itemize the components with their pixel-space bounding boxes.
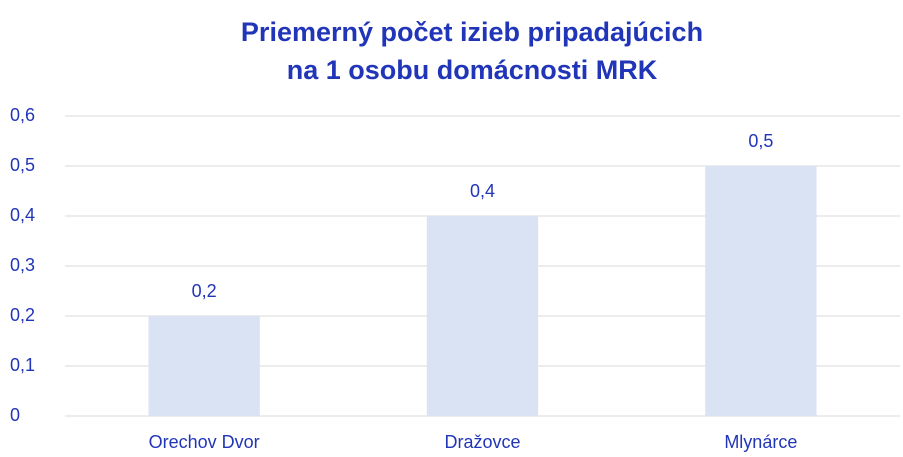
- y-tick-label: 0,3: [10, 255, 35, 275]
- bar: [426, 216, 539, 416]
- data-label: 0,5: [748, 131, 773, 151]
- y-tick-label: 0,2: [10, 305, 35, 325]
- x-tick-label: Orechov Dvor: [149, 432, 260, 452]
- y-tick-label: 0,6: [10, 105, 35, 125]
- data-label: 0,4: [470, 181, 495, 201]
- y-tick-label: 0,4: [10, 205, 35, 225]
- x-tick-label: Mlynárce: [724, 432, 797, 452]
- x-tick-label: Dražovce: [444, 432, 520, 452]
- y-tick-label: 0,1: [10, 355, 35, 375]
- bar: [148, 316, 260, 416]
- data-label: 0,2: [192, 281, 217, 301]
- y-tick-label: 0,5: [10, 155, 35, 175]
- bar: [705, 166, 817, 416]
- chart-title: na 1 osobu domácnosti MRK: [287, 55, 658, 85]
- chart-title: Priemerný počet izieb pripadajúcich: [241, 17, 703, 47]
- y-tick-label: 0: [10, 405, 20, 425]
